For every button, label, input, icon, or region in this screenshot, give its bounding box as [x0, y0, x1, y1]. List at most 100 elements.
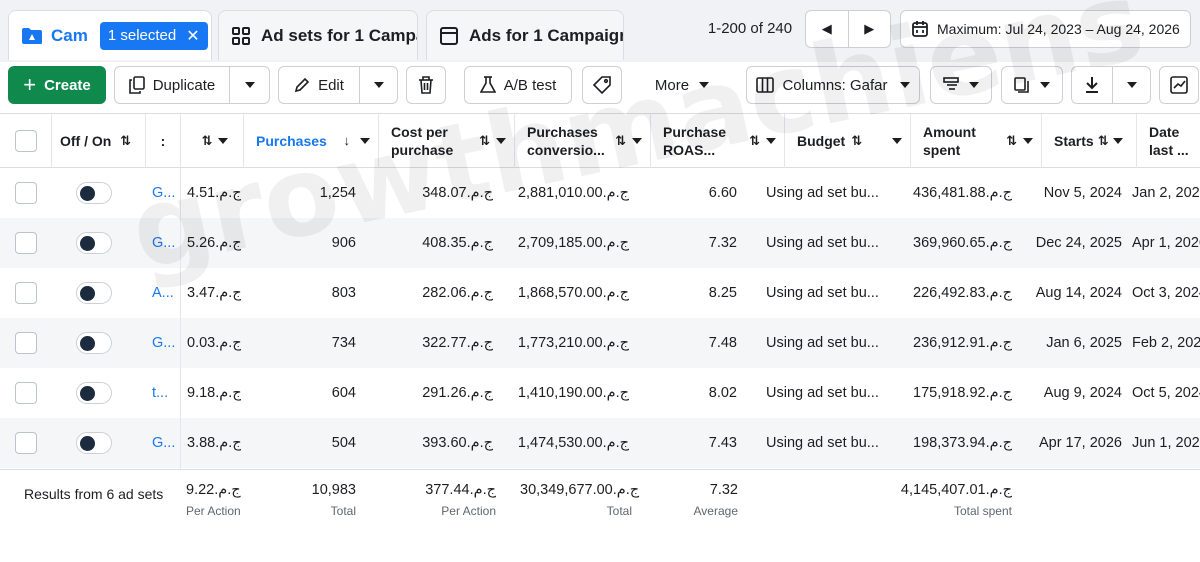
caret-down-icon[interactable]: [1023, 138, 1033, 144]
column-header-off-on-label: Off / On: [60, 133, 112, 149]
caret-down-icon[interactable]: [1112, 138, 1123, 144]
selected-badge[interactable]: 1 selected ✕: [99, 21, 208, 50]
cell-budget: Using ad set bu...: [766, 385, 879, 401]
breakdown-dropdown[interactable]: [930, 66, 992, 104]
column-header-purchases-conversion[interactable]: Purchases conversio... ⇅: [515, 114, 651, 168]
cell-cost-per-purchase: 408.35.ج.م: [422, 235, 493, 251]
table-row[interactable]: A... 3.47.ج.م 803 282.06.ج.م 1,868,570.00.ج.…: [0, 268, 1200, 318]
tab-campaigns[interactable]: Cam 1 selected ✕: [8, 10, 212, 60]
cell-budget: Using ad set bu...: [766, 185, 879, 201]
table-row[interactable]: G... 3.88.ج.م 504 393.60.ج.م 1,474,530.00.ج.…: [0, 418, 1200, 468]
on-off-toggle[interactable]: [76, 282, 112, 304]
cell-budget: Using ad set bu...: [766, 235, 879, 251]
tag-button[interactable]: [582, 66, 622, 104]
date-range-picker[interactable]: Maximum: Jul 24, 2023 – Aug 24, 2026: [900, 10, 1191, 48]
footer-amount-spent: 4,145,407.01.ج.م Total spent: [900, 482, 1012, 518]
reports-dropdown[interactable]: [1001, 66, 1063, 104]
column-header-name-label: :: [160, 133, 166, 149]
table-row[interactable]: G... 5.26.ج.م 906 408.35.ج.م 2,709,185.00.ج.…: [0, 218, 1200, 268]
ad-set-name-link[interactable]: t...: [152, 385, 169, 401]
create-button[interactable]: + Create: [8, 66, 106, 104]
column-header-cost-per-result[interactable]: ⇅: [181, 114, 244, 168]
charts-button[interactable]: [1159, 66, 1199, 104]
on-off-toggle[interactable]: [76, 332, 112, 354]
ab-test-button-label: A/B test: [503, 76, 557, 94]
footer-amount-spent-value: 4,145,407.01.ج.م: [900, 482, 1012, 498]
row-checkbox[interactable]: [15, 282, 37, 304]
sort-icon[interactable]: ⇅: [120, 133, 131, 148]
footer-purchases-sub: Total: [330, 504, 356, 518]
edit-button-label: Edit: [318, 76, 344, 94]
calendar-icon: [911, 20, 929, 38]
previous-page-button[interactable]: ◀: [806, 11, 849, 47]
delete-button[interactable]: [406, 66, 446, 104]
export-dropdown-button[interactable]: [1112, 67, 1150, 103]
cell-purchases: 504: [331, 435, 356, 451]
on-off-toggle[interactable]: [76, 232, 112, 254]
caret-down-icon[interactable]: [218, 138, 229, 144]
tab-ad-sets[interactable]: Ad sets for 1 Campa: [218, 10, 418, 60]
cell-amount-spent: 436,481.88.ج.م: [913, 185, 1012, 201]
edit-button[interactable]: Edit: [279, 67, 359, 103]
sort-icon[interactable]: ⇅: [615, 133, 626, 148]
duplicate-button-group: Duplicate: [114, 66, 270, 104]
column-header-date-last[interactable]: Date last ...: [1137, 114, 1200, 168]
caret-down-icon[interactable]: [360, 138, 370, 144]
ad-set-name-link[interactable]: A...: [152, 285, 174, 301]
row-checkbox[interactable]: [15, 332, 37, 354]
duplicate-button[interactable]: Duplicate: [115, 67, 229, 103]
sort-icon[interactable]: ⇅: [1097, 133, 1109, 148]
ad-set-name-link[interactable]: G...: [152, 235, 176, 251]
next-page-button[interactable]: ▶: [849, 11, 891, 47]
row-checkbox[interactable]: [15, 432, 37, 454]
column-header-purchases[interactable]: Purchases ↓: [244, 114, 379, 168]
column-header-off-on[interactable]: Off / On ⇅: [52, 114, 146, 168]
table-row[interactable]: G... 0.03.ج.م 734 322.77.ج.م 1,773,210.00.ج.…: [0, 318, 1200, 368]
on-off-toggle[interactable]: [76, 182, 112, 204]
column-header-cost-per-purchase[interactable]: Cost per purchase ⇅: [379, 114, 515, 168]
select-all-checkbox[interactable]: [14, 130, 37, 152]
column-header-purchase-roas[interactable]: Purchase ROAS... ⇅: [651, 114, 785, 168]
selected-badge-label: 1 selected: [107, 27, 177, 44]
table-row[interactable]: t... 9.18.ج.م 604 291.26.ج.م 1,410,190.00.ج.…: [0, 368, 1200, 418]
ad-set-name-link[interactable]: G...: [152, 335, 176, 351]
on-off-toggle[interactable]: [76, 432, 112, 454]
edit-dropdown-button[interactable]: [359, 67, 397, 103]
caret-down-icon[interactable]: [496, 138, 506, 144]
column-header-cost-per-purchase-label: Cost per purchase: [391, 124, 454, 158]
column-header-budget[interactable]: Budget ⇅: [785, 114, 911, 168]
ad-sets-table: Off / On ⇅ : ⇅ Purchases ↓ Cost per purc…: [0, 114, 1200, 562]
duplicate-button-label: Duplicate: [152, 76, 216, 94]
sort-icon[interactable]: ⇅: [749, 133, 760, 148]
sort-icon[interactable]: ⇅: [851, 133, 863, 148]
row-checkbox[interactable]: [15, 182, 37, 204]
cell-starts: Apr 17, 2026: [1038, 435, 1122, 451]
ad-set-name-link[interactable]: G...: [152, 435, 176, 451]
ad-set-name-link[interactable]: G...: [152, 185, 176, 201]
caret-down-icon[interactable]: [766, 138, 776, 144]
arrow-down-icon[interactable]: ↓: [343, 133, 351, 148]
sort-icon[interactable]: ⇅: [201, 133, 213, 148]
row-checkbox[interactable]: [15, 382, 37, 404]
table-row[interactable]: G... 4.51.ج.م 1,254 348.07.ج.م 2,881,010.00.…: [0, 168, 1200, 218]
tab-ad-sets-label: Ad sets for 1 Campa: [261, 25, 417, 45]
column-header-amount-spent[interactable]: Amount spent ⇅: [911, 114, 1042, 168]
sort-icon[interactable]: ⇅: [1006, 133, 1017, 148]
on-off-toggle[interactable]: [76, 382, 112, 404]
sort-icon[interactable]: ⇅: [479, 133, 490, 148]
column-header-starts[interactable]: Starts ⇅: [1042, 114, 1137, 168]
caret-down-icon[interactable]: [892, 138, 902, 144]
ab-test-button[interactable]: A/B test: [464, 66, 572, 104]
caret-down-icon[interactable]: [632, 138, 642, 144]
row-checkbox[interactable]: [15, 232, 37, 254]
columns-dropdown[interactable]: Columns: Gafar: [746, 66, 920, 104]
footer-purchase-roas-sub: Average: [693, 504, 738, 518]
cell-cost-per-result: 4.51.ج.م: [187, 185, 241, 201]
more-button[interactable]: More: [632, 66, 732, 104]
duplicate-dropdown-button[interactable]: [229, 67, 269, 103]
cell-cost-per-purchase: 282.06.ج.م: [422, 285, 493, 301]
close-icon[interactable]: ✕: [186, 27, 200, 45]
export-button[interactable]: [1072, 67, 1112, 103]
column-header-name[interactable]: :: [146, 114, 181, 168]
tab-ads[interactable]: Ads for 1 Campaign: [426, 10, 624, 60]
